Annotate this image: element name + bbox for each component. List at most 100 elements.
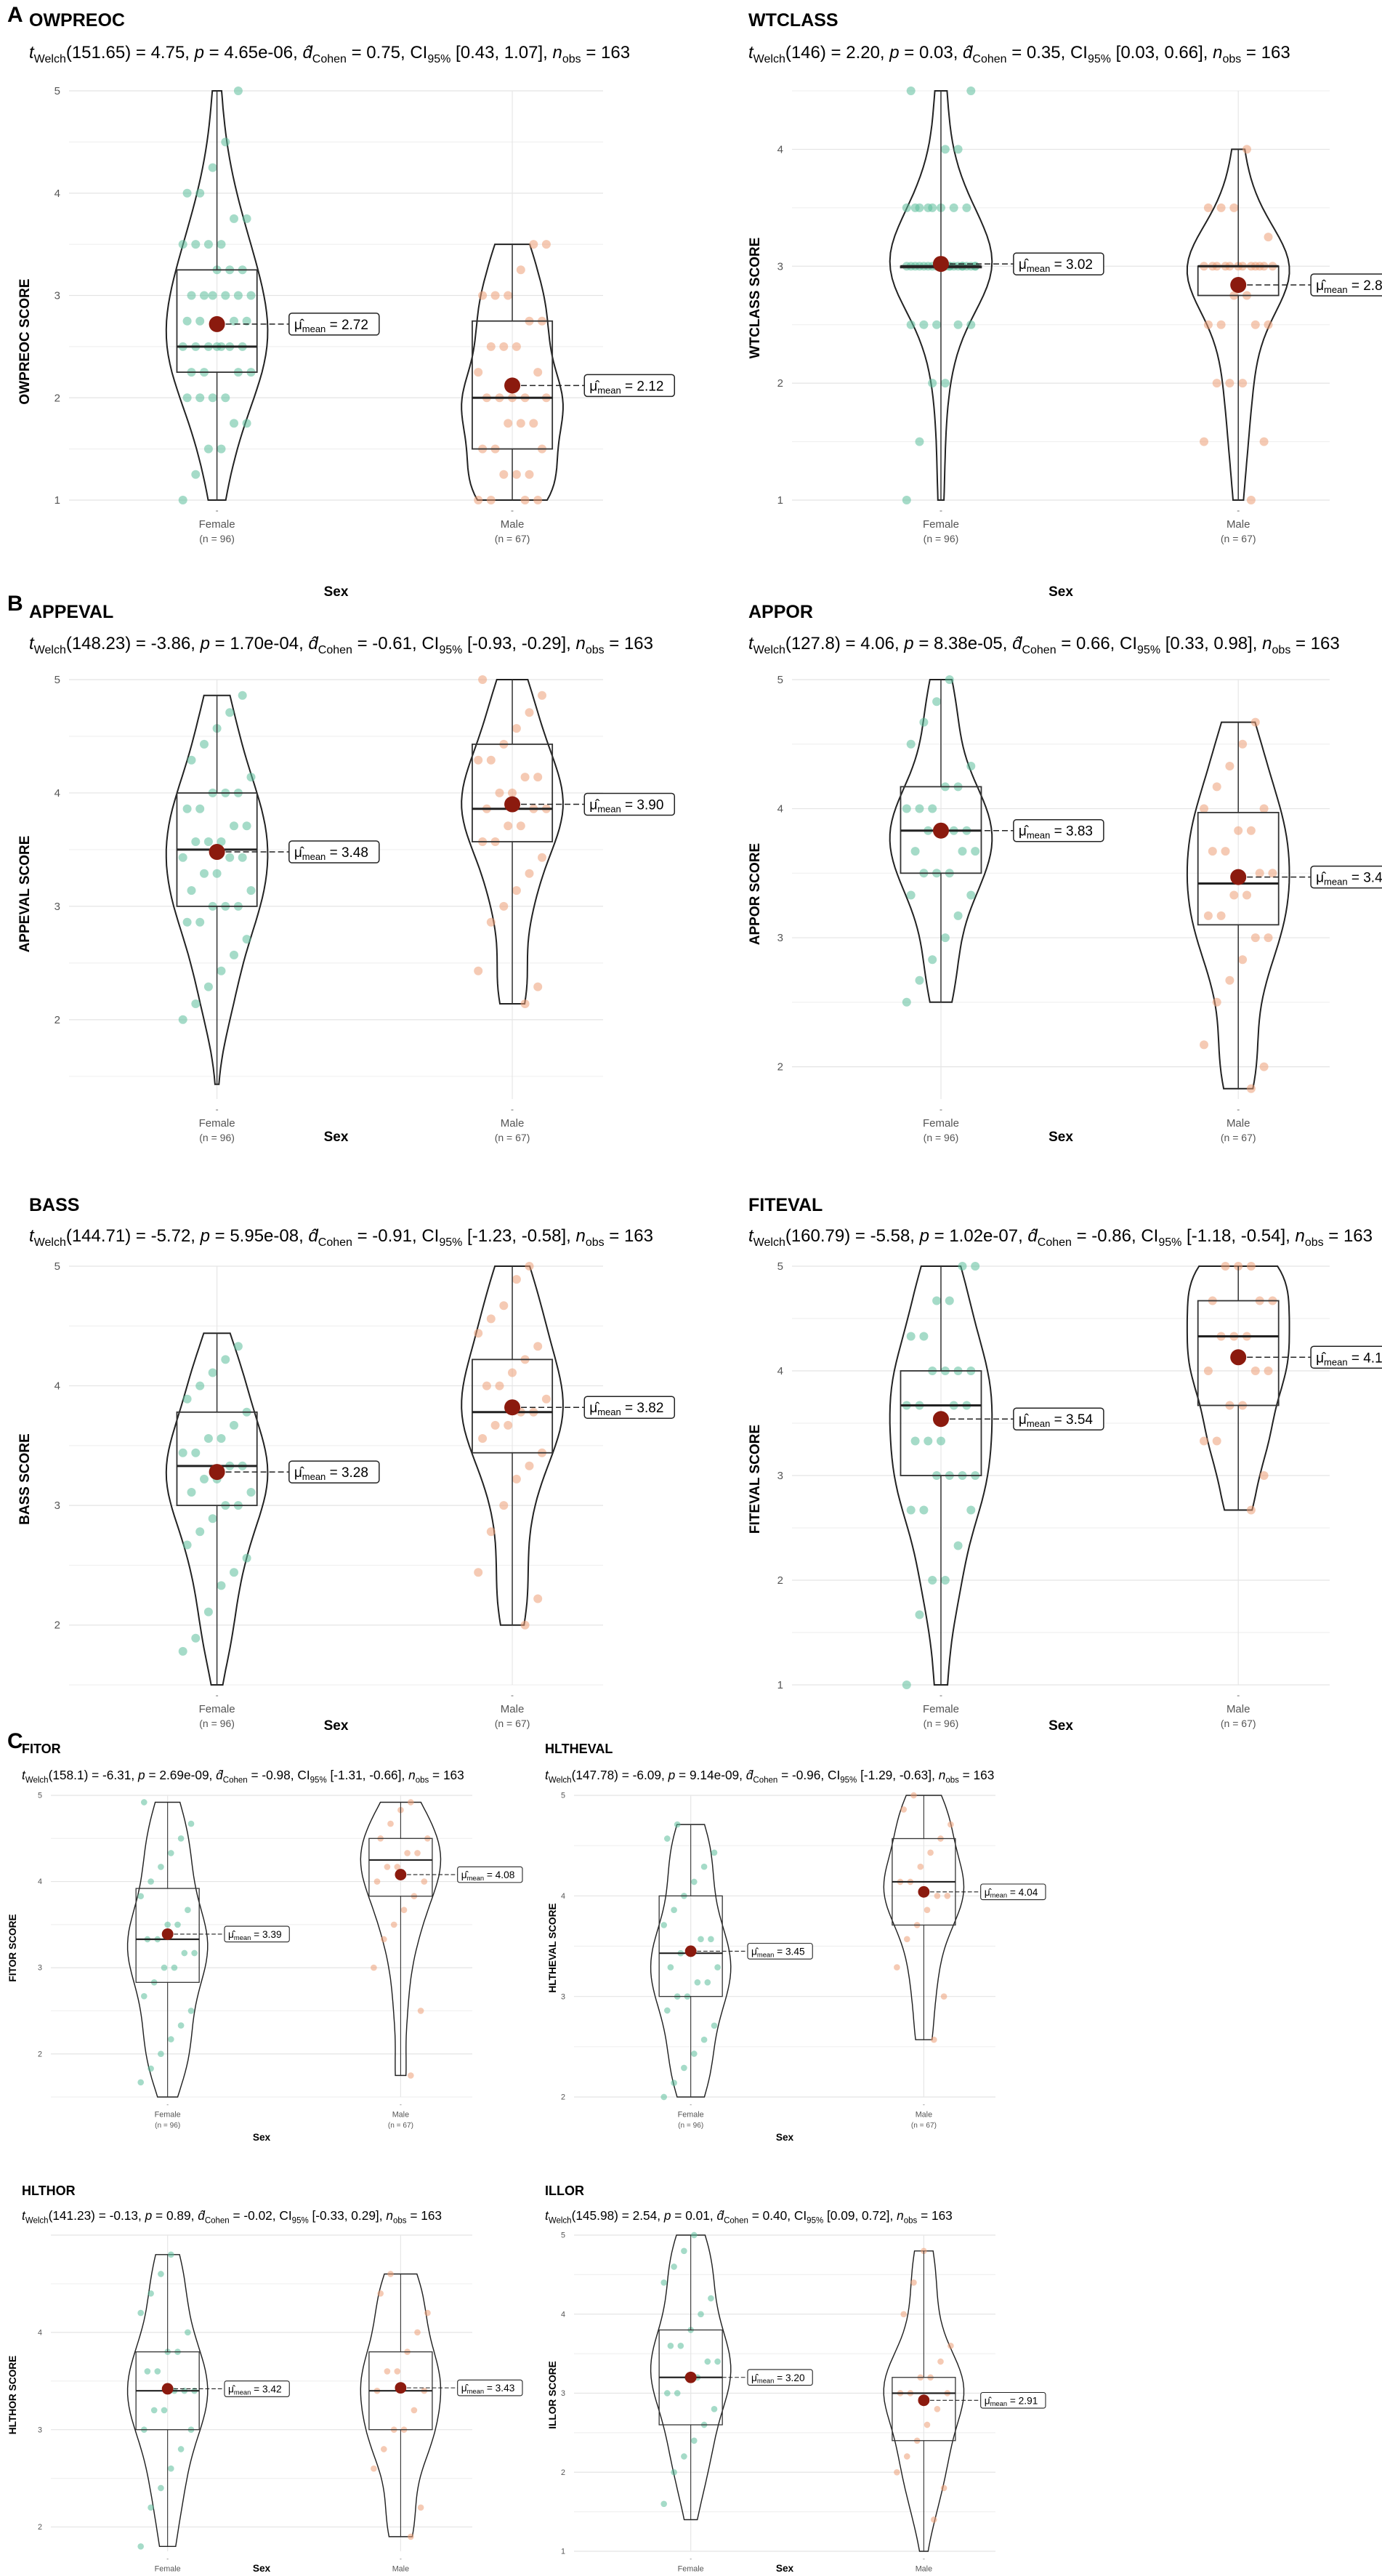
x-tick-label: Male (501, 1703, 525, 1715)
stats-subtitle: tWelch(158.1) = -6.31, p = 2.69e-09, d̂C… (22, 1768, 464, 1784)
y-tick-label: 2 (777, 1061, 783, 1074)
violin (1186, 1265, 1290, 1511)
x-tick-label: Male (501, 1117, 525, 1130)
chart-title: OWPREOC (29, 10, 125, 31)
data-point (1246, 1262, 1256, 1271)
data-point (504, 821, 513, 831)
data-point (486, 917, 496, 927)
y-tick-label: 4 (777, 1365, 783, 1377)
chart-illor: ILLOR tWelch(145.98) = 2.54, p = 0.01, d̂… (545, 2183, 1046, 2576)
data-point (520, 999, 530, 1008)
y-tick-label: 5 (777, 674, 783, 686)
data-point (667, 2342, 674, 2349)
data-point (203, 982, 213, 991)
data-point (1225, 762, 1234, 770)
data-point (690, 2231, 698, 2239)
chart-title: WTCLASS (748, 10, 839, 31)
y-axis-label: HLTHOR SCORE (7, 2356, 18, 2434)
grid (69, 90, 603, 501)
x-tick-mark: - (166, 2555, 169, 2562)
data-point (924, 1436, 933, 1446)
data-point (394, 2368, 401, 2375)
mean-label-box (583, 374, 676, 398)
data-point (671, 2263, 677, 2270)
data-point (225, 853, 235, 862)
data-point (1200, 804, 1208, 813)
violin (165, 694, 269, 1085)
data-point (1246, 496, 1256, 504)
y-tick-label: 4 (38, 2328, 42, 2337)
data-point (490, 1420, 500, 1430)
data-point (178, 496, 187, 504)
chart-bass: BASS tWelch(144.71) = -5.72, p = 5.95e-08… (17, 1195, 676, 1734)
x-tick-n-label: (n = 67) (1221, 533, 1256, 544)
data-point (504, 291, 513, 300)
y-tick-label: 2 (38, 2523, 42, 2532)
data-point (940, 145, 950, 154)
mean-label-box (224, 2380, 290, 2397)
data-point (394, 1864, 401, 1870)
x-tick-label: Female (923, 1703, 959, 1715)
group-female: μ̂mean = 3.83-Female(n = 96) (889, 675, 1104, 1143)
data-point (698, 2311, 704, 2318)
mean-label-box (583, 1396, 676, 1419)
data-point (137, 1893, 145, 1900)
data-point (233, 291, 243, 300)
y-tick-label: 1 (777, 1679, 783, 1691)
data-point (195, 1381, 205, 1390)
y-tick-label: 4 (54, 787, 60, 800)
group-male: μ̂mean = 3.90 - Male (n = 67) (461, 675, 676, 1143)
data-point (674, 1821, 681, 1828)
data-point (694, 1979, 701, 1986)
x-tick-n-label: (n = 67) (1221, 1718, 1256, 1729)
x-axis-label: Sex (776, 2132, 794, 2143)
data-point (512, 886, 521, 895)
data-point (940, 1993, 947, 2000)
data-point (164, 1921, 171, 1928)
mean-marker (504, 377, 521, 394)
panel-label-c: C (7, 1729, 23, 1753)
x-tick-mark: - (1237, 1104, 1240, 1114)
data-point (230, 214, 238, 223)
y-axis-label: OWPREOC SCORE (17, 278, 33, 404)
data-point (212, 869, 222, 878)
y-axis-label: FITOR SCORE (7, 1914, 18, 1981)
data-point (915, 975, 924, 985)
data-point (917, 1863, 924, 1870)
violin (650, 2234, 732, 2521)
data-point (971, 847, 980, 856)
data-point (421, 1878, 428, 1885)
data-point (238, 853, 247, 862)
data-point (474, 966, 483, 975)
x-tick-label: Male (392, 2110, 409, 2119)
group-male: μ̂mean = 3.82 - Male (n = 67) (461, 1262, 676, 1729)
data-point (246, 886, 256, 895)
y-tick-label: 3 (54, 901, 60, 913)
stats-subtitle: tWelch(141.23) = -0.13, p = 0.89, d̂Cohe… (22, 2208, 442, 2225)
data-point (903, 2453, 910, 2460)
x-tick-mark: - (939, 1104, 942, 1114)
mean-label-box (980, 1883, 1046, 1901)
data-point (191, 999, 201, 1008)
data-point (533, 496, 543, 504)
mean-label: μ̂mean = 4.13 (1316, 1351, 1382, 1367)
data-point (681, 2064, 687, 2072)
data-point (195, 1527, 205, 1537)
data-point (1238, 379, 1248, 388)
data-point (182, 1394, 192, 1404)
y-tick-label: 3 (54, 290, 60, 302)
data-point (191, 470, 201, 479)
x-tick-n-label: (n = 96) (199, 533, 235, 544)
data-point (181, 1949, 188, 1957)
chart-title: HLTHEVAL (545, 1742, 613, 1756)
data-point (906, 320, 916, 329)
mean-label: μ̂mean = 3.82 (589, 1401, 663, 1417)
data-point (1242, 145, 1251, 154)
data-point (390, 1921, 397, 1928)
x-tick-mark: - (511, 1104, 514, 1114)
data-point (915, 437, 924, 446)
data-point (407, 2072, 414, 2079)
data-point (1208, 847, 1217, 856)
y-tick-label: 3 (777, 260, 783, 273)
data-point (200, 291, 209, 300)
